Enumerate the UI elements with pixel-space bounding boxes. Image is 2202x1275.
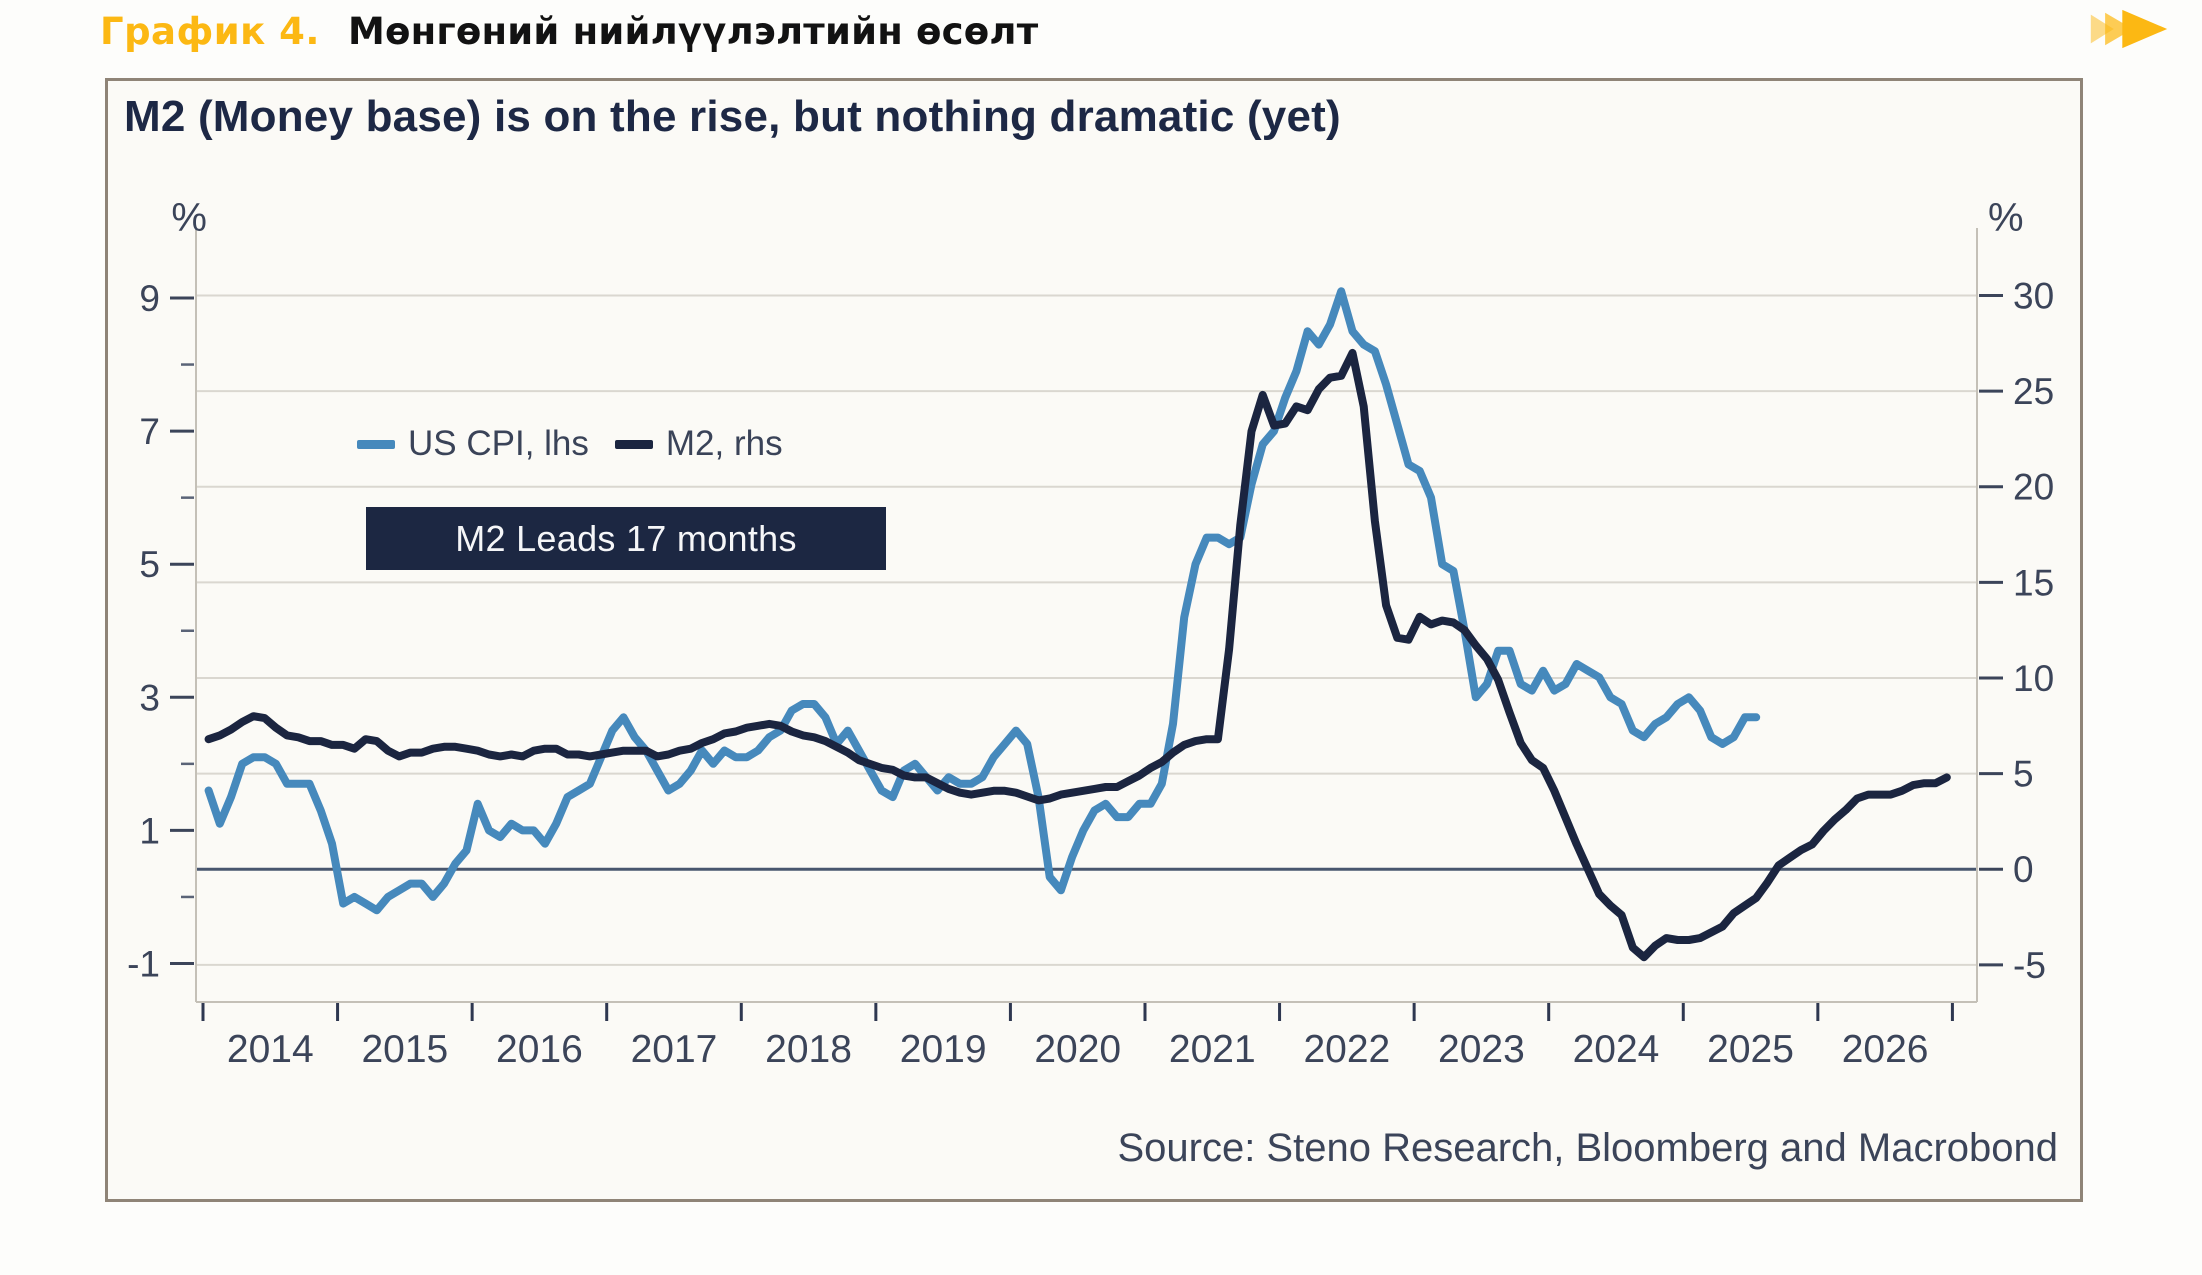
legend-swatch-m2: [614, 439, 653, 449]
right-axis-unit: %: [1988, 196, 2024, 240]
legend: US CPI, lhs M2, rhs: [357, 424, 783, 464]
legend-label-m2: M2, rhs: [665, 424, 783, 463]
figure-label: График 4.: [100, 10, 320, 53]
left-axis-unit: %: [171, 196, 207, 240]
chart-title: M2 (Money base) is on the rise, but noth…: [124, 92, 1341, 141]
figure-header: График 4. Мөнгөний нийлүүлэлтийн өсөлт: [100, 10, 1038, 53]
annotation-box: M2 Leads 17 months: [366, 507, 886, 570]
legend-label-us-cpi: US CPI, lhs: [408, 424, 589, 463]
chart-frame: [105, 78, 2083, 1202]
source-text: Source: Steno Research, Bloomberg and Ma…: [1117, 1126, 2058, 1170]
figure-title: Мөнгөний нийлүүлэлтийн өсөлт: [347, 10, 1039, 53]
legend-swatch-us-cpi: [357, 439, 395, 449]
fast-forward-icon: [2090, 9, 2168, 49]
